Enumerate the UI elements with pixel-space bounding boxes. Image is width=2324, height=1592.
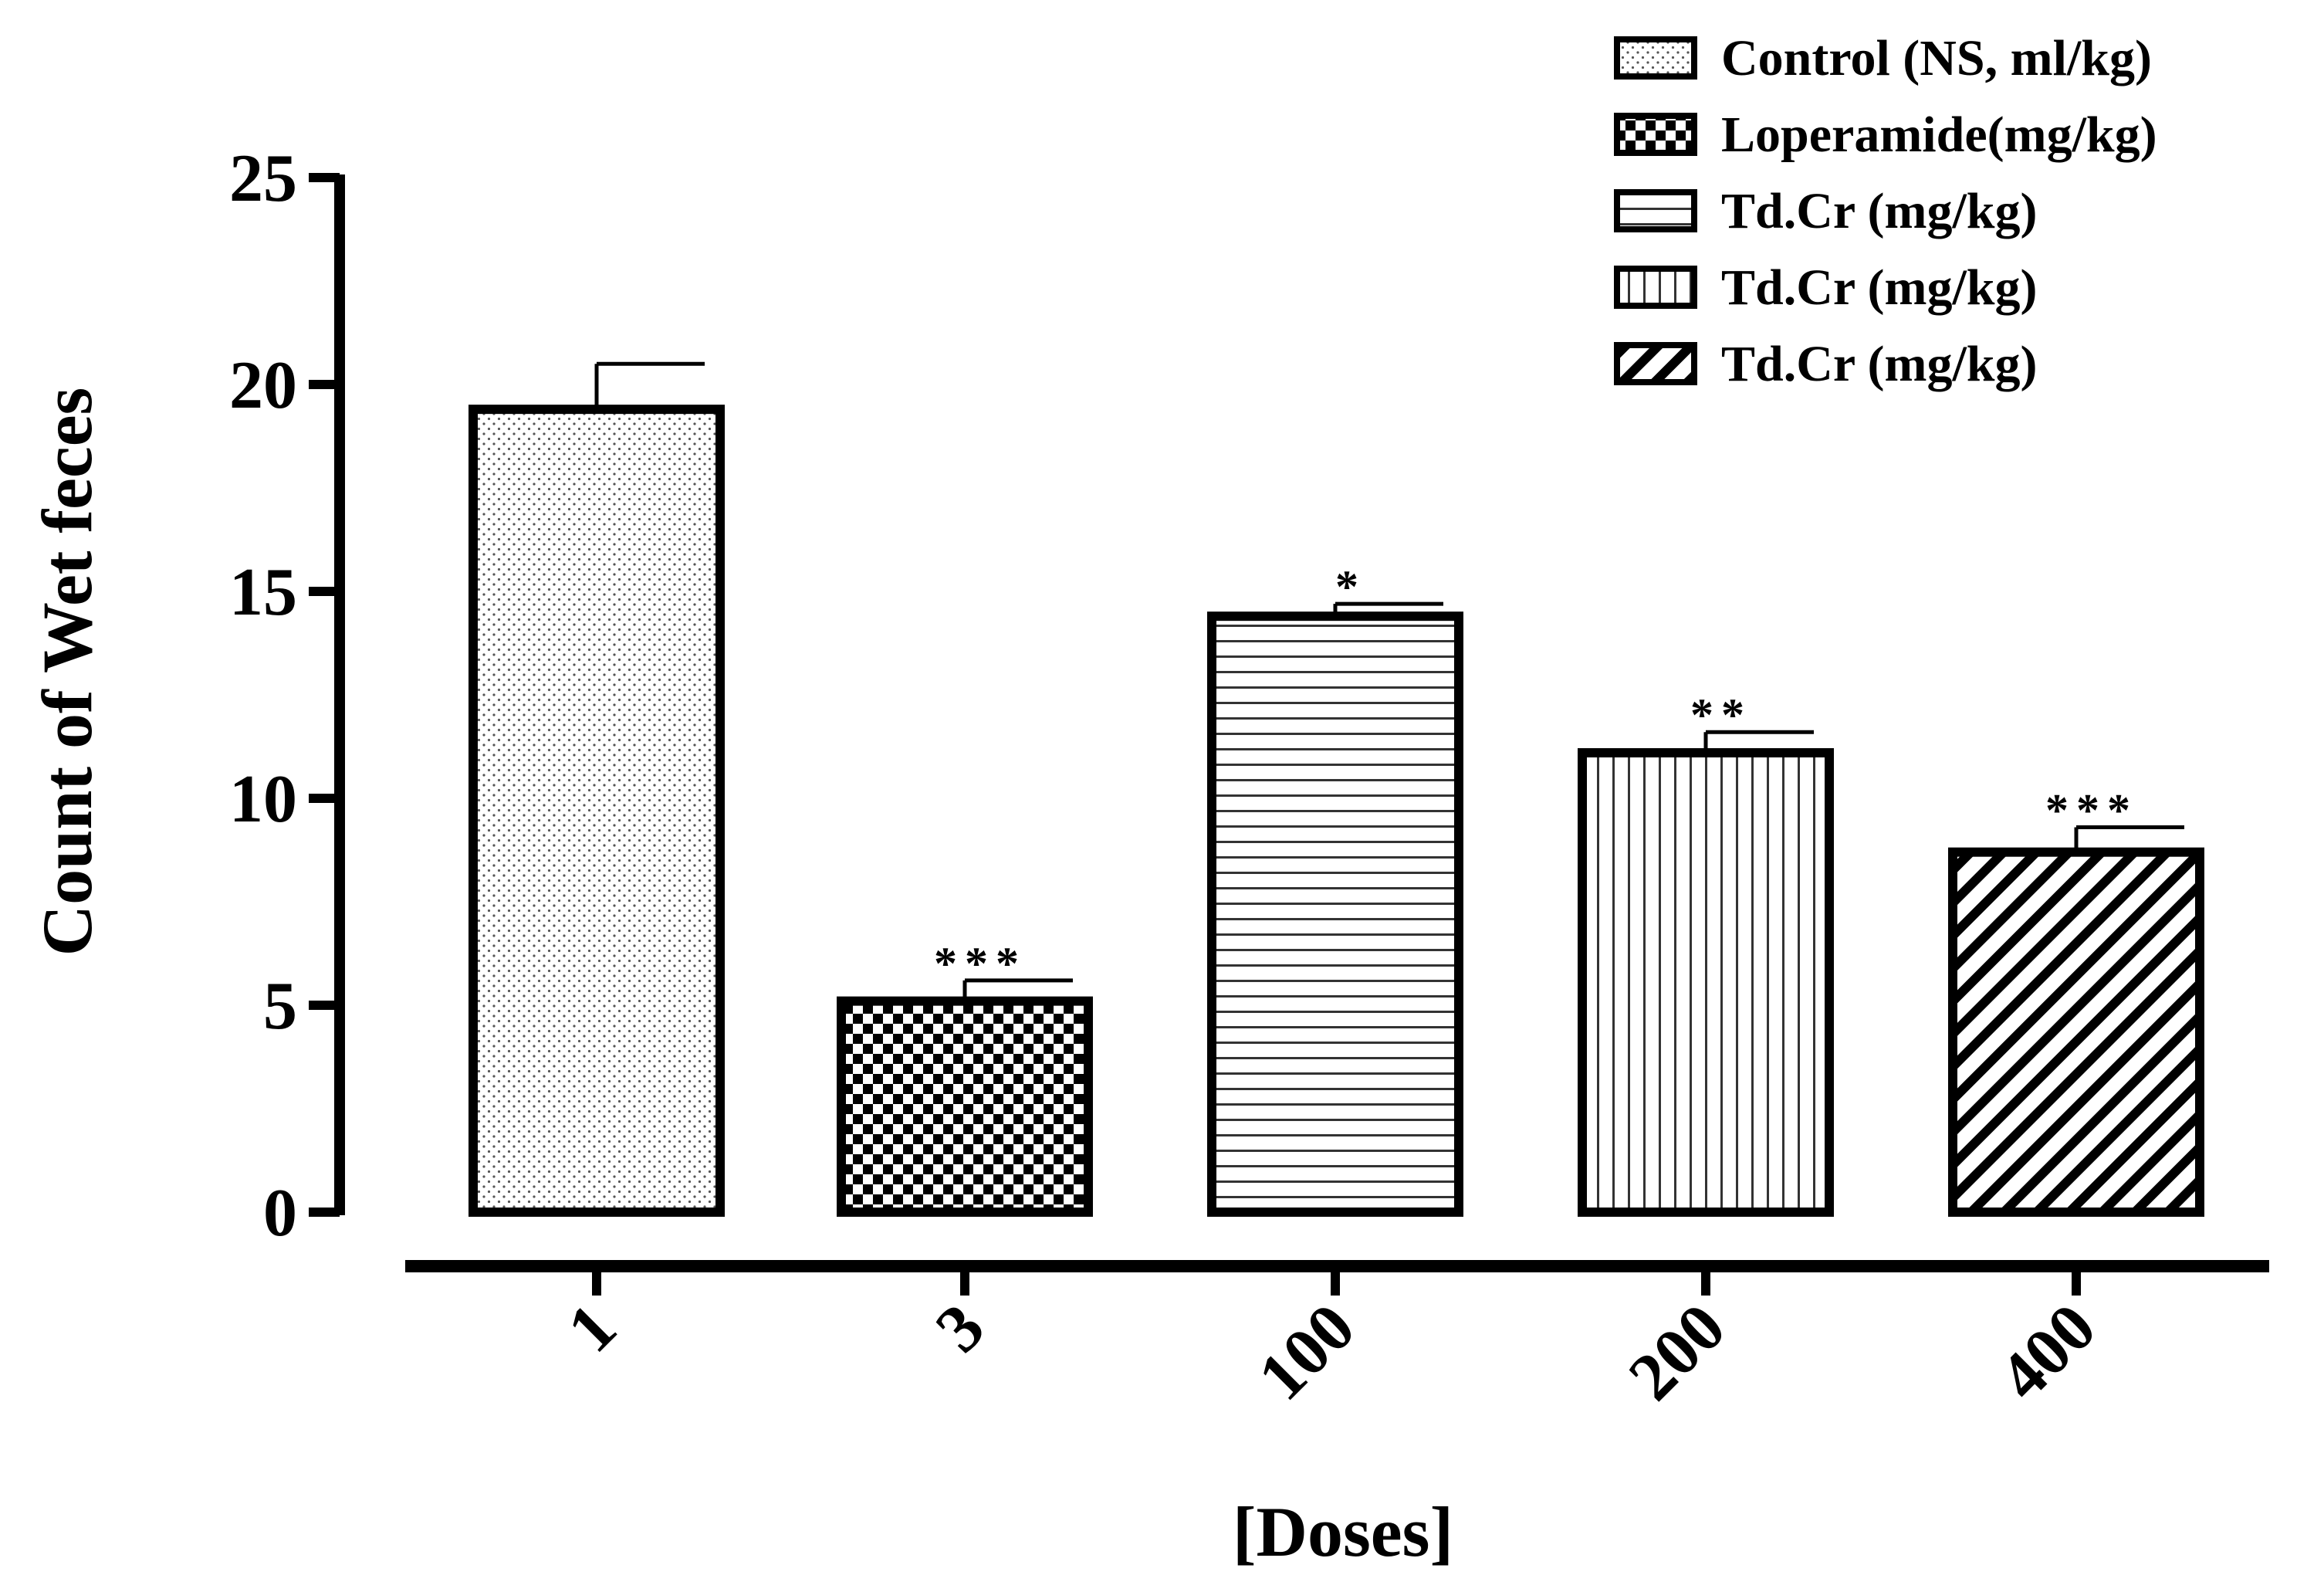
bar-1 [469,405,725,1217]
y-tick-label: 20 [229,348,297,423]
y-tick-label: 5 [263,969,297,1044]
legend-swatch-vlines [1614,266,1697,309]
x-tick-label: 200 [1615,1290,1740,1415]
bars: ********* [469,361,2204,1218]
bar-400 [1948,847,2204,1218]
x-axis-title: [Doses] [1233,1492,1453,1571]
legend-swatch-hlines [1614,189,1697,232]
legend-swatch-checker [1614,113,1697,156]
legend-label: Control (NS, ml/kg) [1721,30,2152,86]
legend-swatch-diagonal [1614,342,1697,385]
significance-label: * [1335,561,1366,612]
y-tick-label: 25 [229,141,297,216]
x-tick-label: 1 [553,1290,631,1367]
y-tick-label: 10 [229,762,297,837]
bar-200 [1578,748,1834,1217]
bar-100 [1207,611,1463,1217]
x-tick-label: 400 [1985,1290,2110,1415]
x-tick-label: 100 [1244,1290,1369,1415]
legend: Control (NS, ml/kg) Loperamide(mg/kg) Td.C… [1614,30,2157,392]
x-tick-label: 3 [922,1290,999,1367]
y-tick-label: 15 [229,555,297,630]
legend-label: Td.Cr (mg/kg) [1721,259,2037,316]
legend-label: Td.Cr (mg/kg) [1721,183,2037,239]
significance-label: ** [1690,689,1752,740]
bar-3 [837,996,1093,1217]
significance-label: *** [934,938,1027,989]
legend-swatch-dots [1614,36,1697,80]
legend-label: Td.Cr (mg/kg) [1721,336,2037,392]
y-tick-label: 0 [263,1176,297,1251]
y-axis-title: Count of Wet feces [28,388,107,957]
legend-label: Loperamide(mg/kg) [1721,107,2157,163]
significance-label: *** [2045,785,2138,836]
